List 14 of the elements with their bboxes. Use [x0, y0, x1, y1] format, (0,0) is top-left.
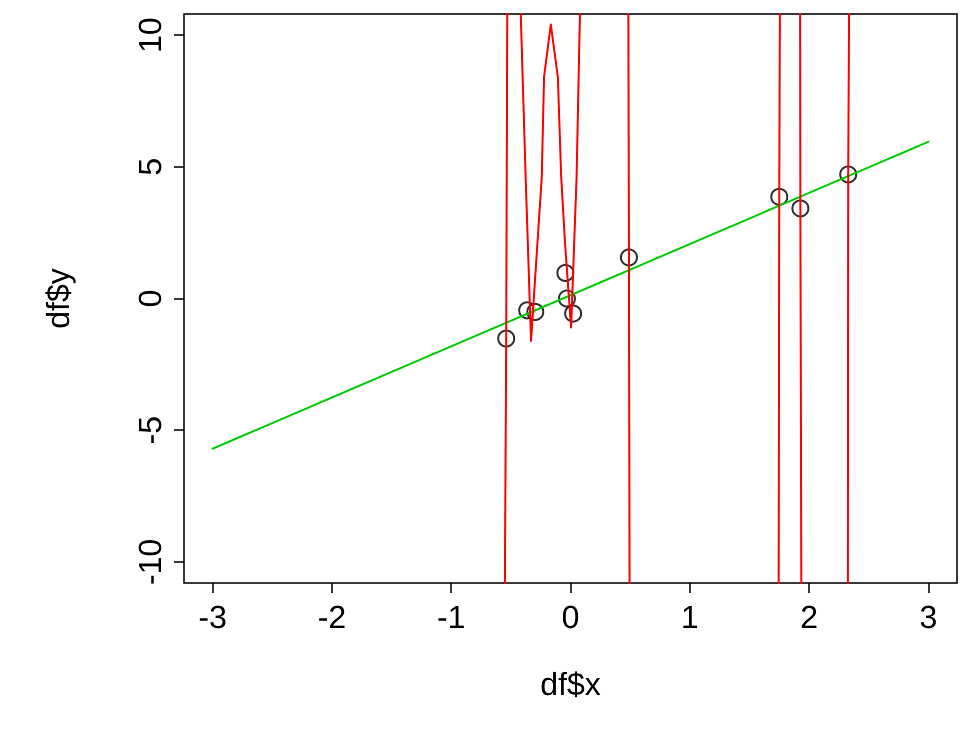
x-tick-label: 3 — [919, 599, 938, 635]
y-tick-label: -5 — [132, 416, 168, 444]
x-tick-label: -2 — [318, 599, 346, 635]
x-tick-label: -1 — [436, 599, 466, 635]
x-axis-title: df$x — [540, 666, 601, 702]
x-tick-label: 1 — [680, 599, 699, 635]
y-tick-label: -10 — [132, 538, 168, 586]
x-tick-label: 0 — [562, 599, 580, 635]
y-tick-label: 5 — [132, 158, 168, 176]
y-axis-title: df$y — [40, 268, 76, 329]
y-tick-label: 10 — [132, 17, 168, 53]
x-tick-label: 2 — [800, 599, 818, 635]
y-tick-label: 0 — [132, 290, 168, 308]
x-tick-label: -3 — [198, 599, 227, 635]
